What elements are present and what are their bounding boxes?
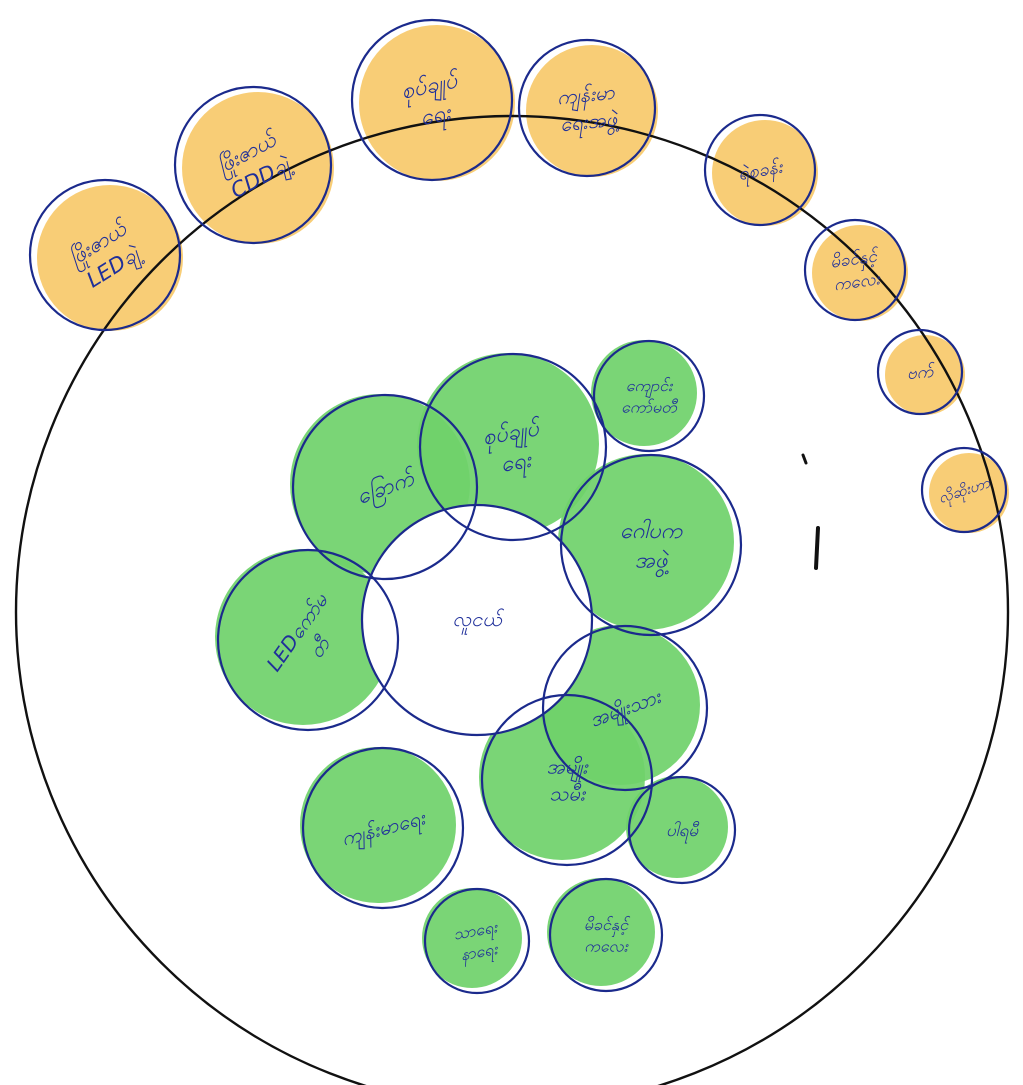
outside-stakeholder-circle-0 [28, 178, 182, 332]
center-youth-label: လူငယ် [452, 607, 504, 635]
center-youth-circle [360, 503, 594, 737]
outside-stakeholder-circle-5 [803, 218, 907, 322]
outside-stakeholder-label-line: ဗက် [906, 362, 937, 384]
inside-stakeholder-fill-4 [215, 549, 391, 725]
inside-stakeholder-label-2: ကျောင်းကော်မတီ [621, 376, 679, 417]
inside-stakeholder-fill-7 [479, 694, 645, 860]
outside-stakeholder-circle-1 [173, 85, 333, 245]
inside-stakeholder-fill-9 [422, 888, 522, 988]
inside-stakeholder-circle-0 [291, 393, 479, 581]
inside-stakeholder-circle-8 [627, 775, 737, 885]
center-fill [362, 505, 592, 735]
inside-stakeholder-label-7: အမျိုးသမီး [547, 755, 590, 806]
inside-stakeholder-circle-5 [541, 624, 709, 792]
highlight-layer [37, 25, 1009, 988]
inside-stakeholder-label-10: မိခင်နှင့်ကလေး [584, 915, 630, 956]
inside-stakeholder-fill-1 [417, 353, 599, 535]
outside-stakeholder-circle-6 [876, 328, 964, 416]
center-label-line: လူငယ် [452, 607, 504, 635]
outside-stakeholder-circle-3 [517, 38, 657, 178]
inside-stakeholder-circle-4 [216, 548, 400, 732]
outside-stakeholder-label-6: ဗက် [906, 362, 937, 384]
outside-stakeholder-circle-7 [920, 446, 1008, 534]
inside-stakeholder-label-8: ပါရမီ [666, 821, 700, 844]
inside-stakeholder-circle-10 [548, 877, 664, 993]
inside-stakeholder-label-line: အမျိုး [547, 755, 590, 783]
inside-stakeholder-label-line: ကျောင်း [626, 376, 673, 399]
outside-stakeholder-fill-2 [359, 25, 515, 181]
inside-stakeholder-circle-1 [418, 352, 608, 542]
circle-outline-layer [14, 18, 1010, 1085]
inside-stakeholder-fill-8 [626, 776, 728, 878]
inside-stakeholder-label-line: ပါရမီ [666, 821, 700, 844]
inside-stakeholder-circle-7 [480, 693, 654, 867]
outside-stakeholder-fill-4 [712, 120, 818, 226]
pen-mark [814, 526, 820, 570]
inside-stakeholder-circle-6 [301, 746, 465, 910]
inside-stakeholder-label-line: မိခင်နှင့် [584, 915, 630, 938]
outside-stakeholder-fill-5 [812, 225, 908, 321]
inside-stakeholder-label-line: ဂေါပက [620, 518, 684, 544]
inside-stakeholder-circle-2 [592, 339, 706, 453]
inside-stakeholder-fill-10 [547, 878, 655, 986]
inside-stakeholder-fill-3 [558, 454, 734, 630]
outside-stakeholder-fill-1 [182, 92, 334, 244]
inside-stakeholder-label-line: သမီး [549, 782, 587, 806]
inside-stakeholder-label-line: အဖွဲ့ [635, 549, 670, 578]
inside-stakeholder-label-line: ကလေး [584, 936, 628, 955]
pen-mark [801, 453, 808, 465]
inside-stakeholder-fill-6 [300, 747, 456, 903]
outside-stakeholder-fill-3 [526, 45, 658, 177]
outside-stakeholder-circle-4 [703, 113, 817, 227]
inside-stakeholder-circle-3 [559, 453, 743, 637]
community-boundary-circle [14, 114, 1010, 1085]
inside-stakeholder-label-line: ကော်မတီ [621, 397, 679, 416]
outside-stakeholder-circle-2 [350, 18, 514, 182]
outside-stakeholder-fill-0 [37, 185, 183, 331]
inside-stakeholder-label-3: ဂေါပကအဖွဲ့ [620, 518, 684, 578]
outside-stakeholder-fill-6 [885, 335, 965, 415]
inside-stakeholder-circle-9 [423, 887, 531, 995]
inside-stakeholder-fill-2 [591, 340, 697, 446]
